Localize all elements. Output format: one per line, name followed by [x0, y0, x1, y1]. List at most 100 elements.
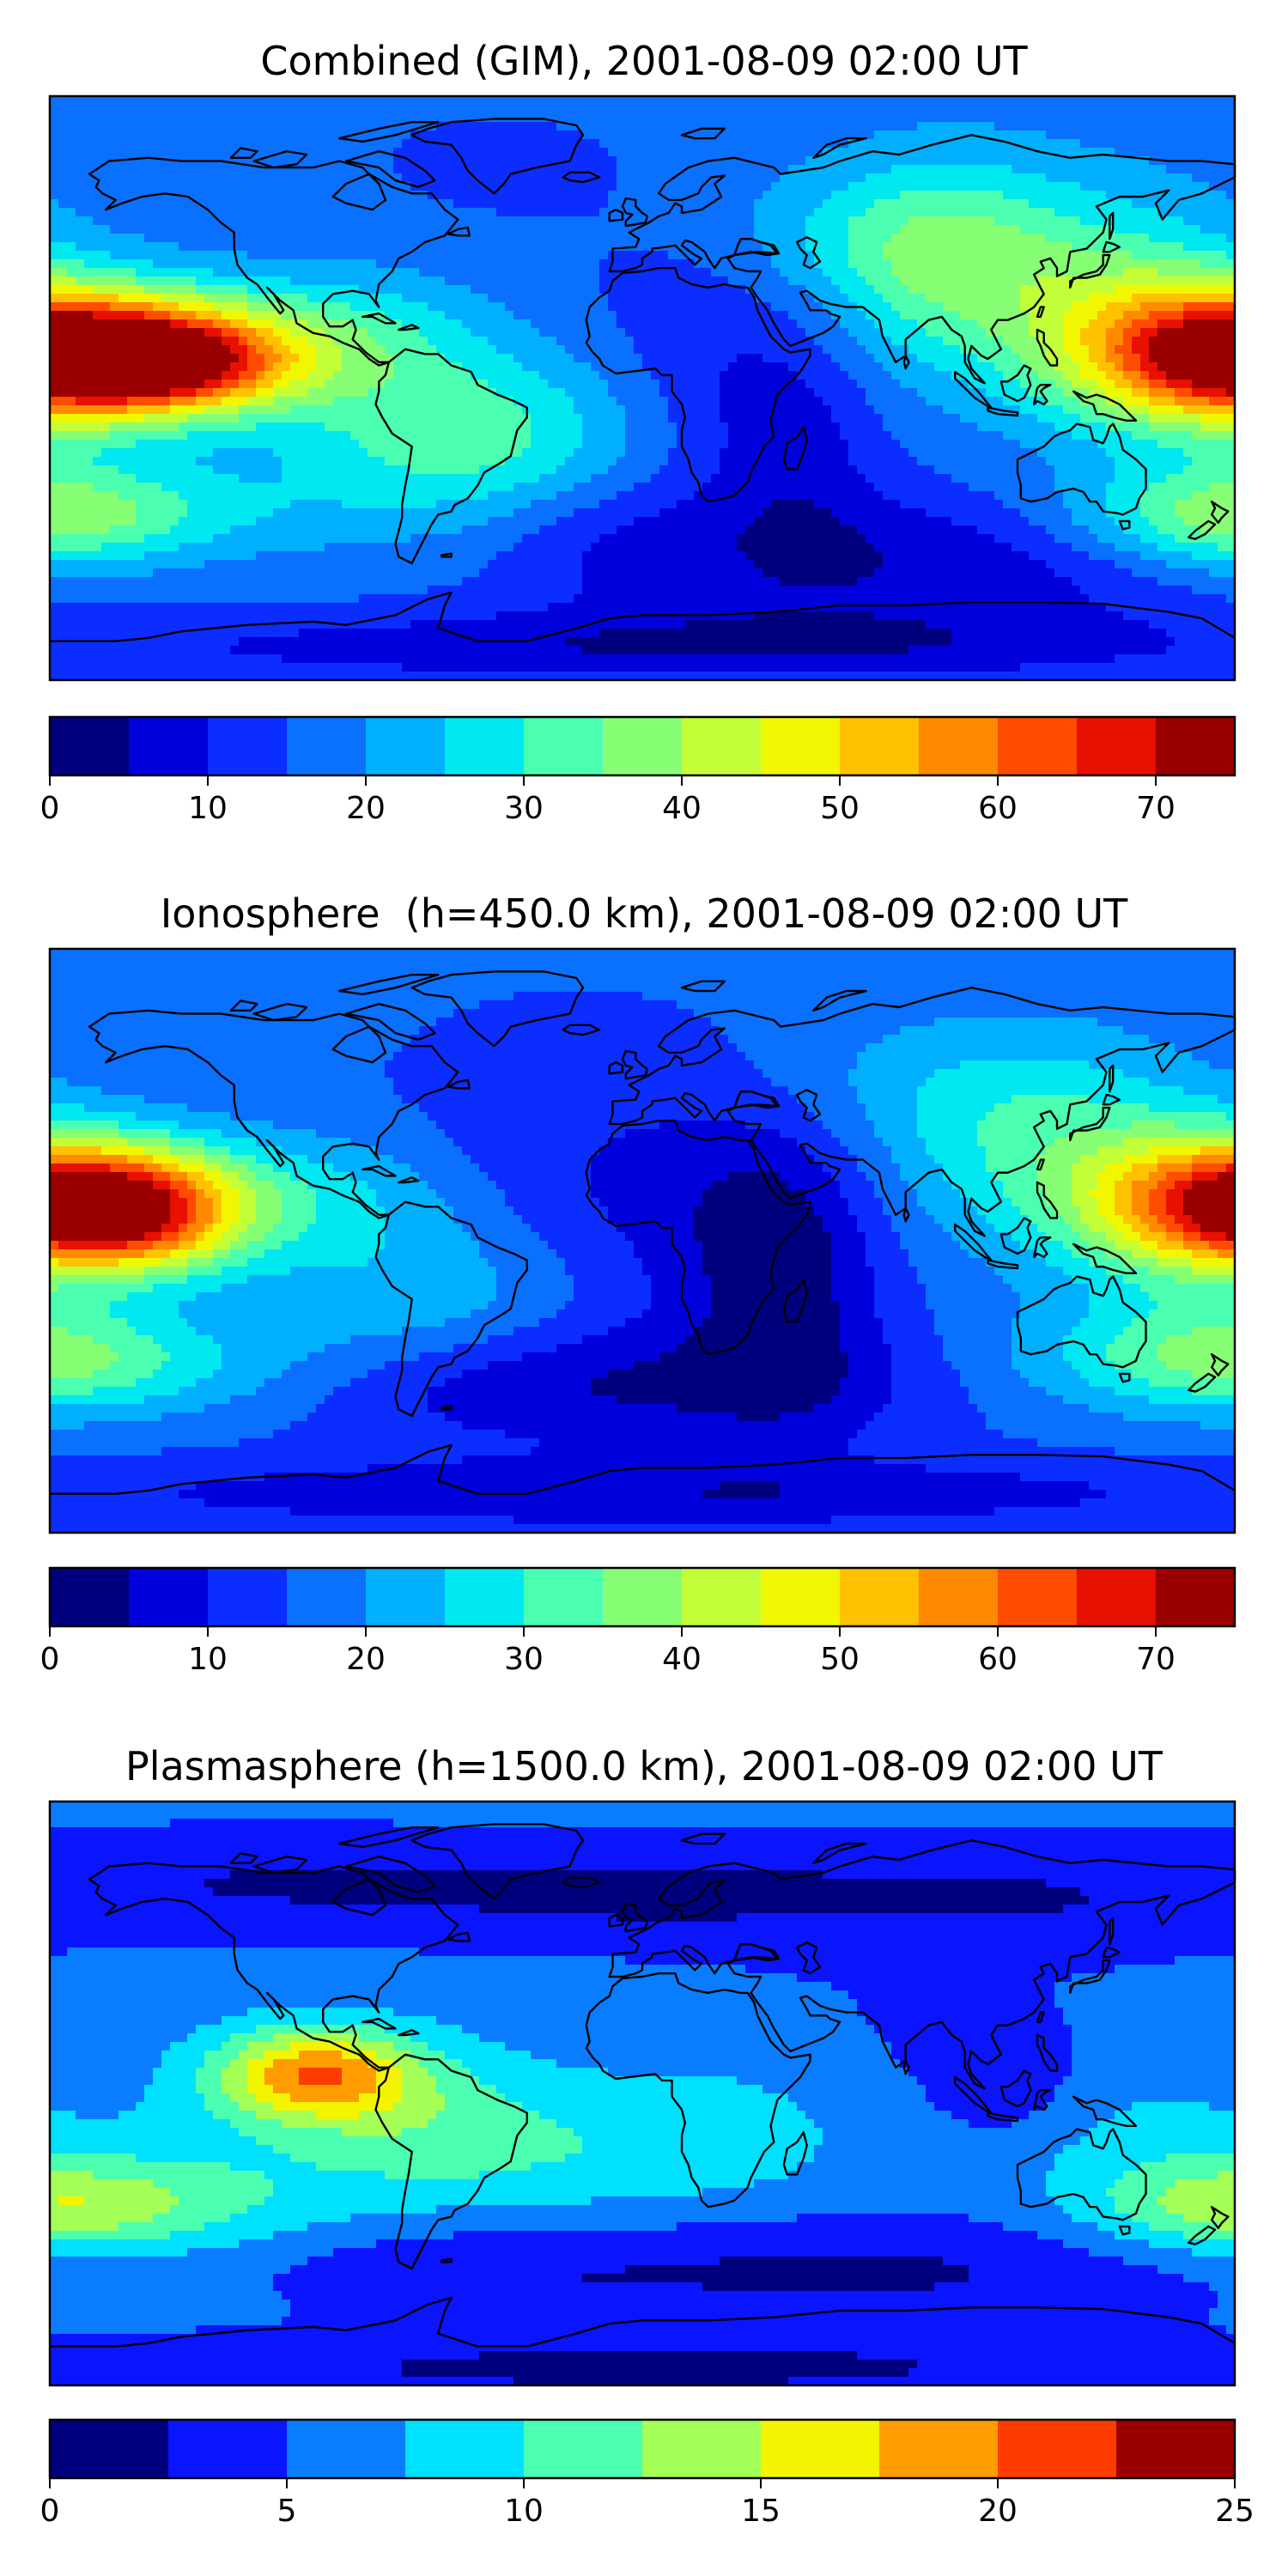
colorbar-segment	[50, 2420, 169, 2478]
panel-1-title: Combined (GIM), 2001-08-09 02:00 UT	[0, 37, 1288, 85]
coast-north-america	[88, 1009, 459, 1219]
coast-south-america	[374, 1200, 528, 1418]
coast-antarctica	[50, 591, 1236, 642]
coast-sumatra	[953, 2075, 993, 2114]
coast-iceland	[562, 1876, 601, 1889]
colorbar-segment	[642, 2420, 762, 2478]
colorbar-segment	[50, 717, 130, 775]
coast-africa	[585, 267, 811, 503]
coast-sri-lanka	[902, 355, 910, 370]
coast-falklands	[440, 2257, 453, 2263]
coast-britain	[621, 1049, 648, 1080]
coast-antarctica	[50, 2296, 1236, 2348]
colorbar-segment	[208, 1568, 288, 1626]
coast-new-guinea	[1072, 2095, 1138, 2128]
colorbar-segment	[524, 717, 604, 775]
colorbar-tick-label: 40	[662, 791, 702, 826]
colorbar-segment	[1077, 1568, 1157, 1626]
coast-new-zealand-north	[1210, 1352, 1230, 1377]
colorbar-segment	[998, 2420, 1117, 2478]
coast-borneo	[999, 364, 1032, 403]
coast-philippines	[1036, 2033, 1059, 2072]
colorbar-segment	[287, 2420, 406, 2478]
colorbar-segment	[445, 1568, 525, 1626]
coast-japan	[1069, 253, 1111, 289]
field-cells	[50, 949, 1235, 1533]
colorbar-tick-label: 40	[662, 1642, 702, 1677]
colorbar-tick-label: 50	[820, 791, 860, 826]
coast-britain	[621, 197, 648, 228]
colorbar-segment	[405, 2420, 525, 2478]
colorbar-tick-label: 10	[188, 1642, 228, 1677]
coast-hokkaido	[1102, 1946, 1121, 1959]
colorbar-segment	[840, 1568, 920, 1626]
coast-hispaniola	[398, 1176, 420, 1184]
colorbar-tick-label: 70	[1136, 1642, 1176, 1677]
coast-newfoundland	[447, 226, 471, 237]
coast-hispaniola	[398, 2029, 420, 2037]
coast-borneo	[999, 2069, 1032, 2108]
coast-newfoundland	[447, 1078, 471, 1090]
colorbar-tick-label: 15	[741, 2494, 781, 2529]
coast-new-guinea	[1072, 1242, 1138, 1275]
colorbar-tick-label: 20	[346, 791, 386, 826]
colorbar-segment	[840, 717, 920, 775]
coast-africa	[585, 1119, 811, 1356]
coast-sakhalin	[1109, 211, 1115, 240]
coast-java	[987, 1259, 1019, 1270]
coast-newfoundland	[447, 1931, 471, 1942]
coast-north-america	[88, 156, 459, 367]
colorbar-tick-label: 0	[40, 1642, 60, 1677]
colorbar-segment	[761, 1568, 841, 1626]
coast-cuba	[361, 1164, 397, 1177]
colorbar-segment	[1116, 2420, 1236, 2478]
coast-ellesmere	[338, 973, 440, 996]
coast-sumatra	[953, 1223, 993, 1261]
coast-sulawesi	[1032, 384, 1052, 406]
colorbar-segment	[129, 1568, 209, 1626]
coast-sakhalin	[1109, 1064, 1115, 1093]
field-cells	[50, 1801, 1235, 2385]
colorbar-tick-label: 0	[40, 791, 60, 826]
coast-greenland	[410, 118, 585, 195]
coast-taiwan	[1036, 1158, 1045, 1171]
colorbar-segment	[287, 1568, 367, 1626]
coast-japan	[1069, 1959, 1111, 1995]
coast-victoria-island	[252, 149, 308, 169]
colorbar-segment	[366, 717, 446, 775]
colorbar-frame	[48, 2418, 1236, 2480]
coast-baffin	[344, 149, 436, 189]
coast-new-zealand-south	[1188, 1372, 1217, 1393]
colorbar-segment	[168, 2420, 288, 2478]
coast-caspian-sea	[796, 1089, 822, 1122]
coast-ireland	[608, 208, 624, 222]
colorbar-tick-label: 60	[978, 791, 1018, 826]
coast-sri-lanka	[902, 1206, 910, 1223]
coastlines	[50, 1823, 1236, 2348]
coast-hokkaido	[1102, 1093, 1121, 1106]
coast-sri-lanka	[902, 2059, 910, 2075]
coast-tasmania	[1118, 2225, 1131, 2236]
coast-caspian-sea	[796, 1941, 822, 1975]
coast-victoria-island	[252, 1002, 308, 1022]
coast-caspian-sea	[796, 236, 822, 270]
coast-new-zealand-north	[1210, 2205, 1230, 2230]
coast-svalbard	[680, 127, 726, 140]
colorbar-segment	[1156, 1568, 1236, 1626]
colorbar-segment	[682, 717, 762, 775]
coast-baffin	[344, 1002, 436, 1042]
coast-cuba	[361, 312, 397, 325]
colorbar-segment	[603, 1568, 683, 1626]
colorbar-segment	[603, 717, 683, 775]
coast-new-zealand-north	[1210, 501, 1230, 524]
coast-ellesmere	[338, 1826, 440, 1849]
coast-madagascar	[782, 2131, 808, 2176]
map-frame	[48, 94, 1236, 682]
colorbar-tick-label: 20	[978, 2494, 1018, 2529]
colorbar-tick-label: 60	[978, 1642, 1018, 1677]
coast-sakhalin	[1109, 1917, 1115, 1946]
coast-taiwan	[1036, 2011, 1045, 2024]
